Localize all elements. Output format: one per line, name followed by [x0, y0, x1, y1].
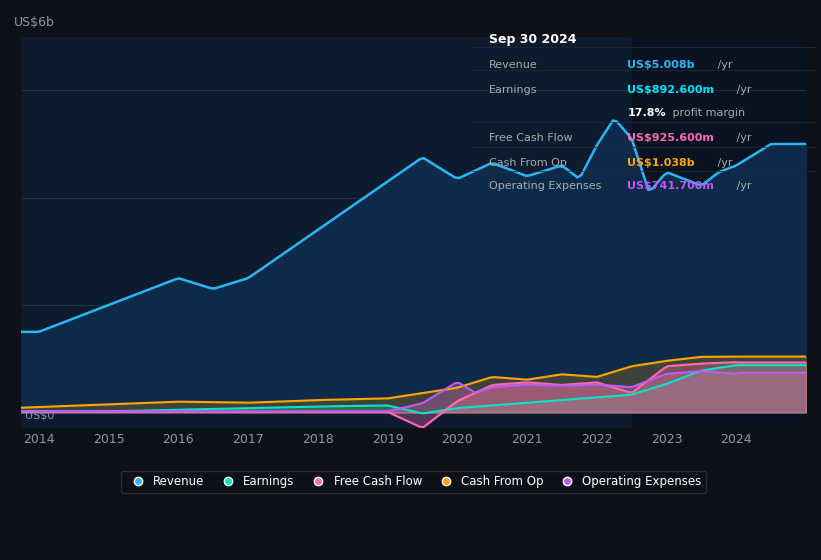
Text: US$5.008b: US$5.008b — [627, 59, 695, 69]
Text: US$1.038b: US$1.038b — [627, 158, 695, 168]
Text: /yr: /yr — [733, 181, 751, 192]
Text: Earnings: Earnings — [489, 85, 538, 95]
Text: /yr: /yr — [714, 59, 733, 69]
Text: US$6b: US$6b — [13, 16, 54, 29]
Text: 17.8%: 17.8% — [627, 108, 666, 118]
Text: Free Cash Flow: Free Cash Flow — [489, 133, 573, 143]
Text: Sep 30 2024: Sep 30 2024 — [489, 32, 577, 46]
Text: /yr: /yr — [733, 85, 751, 95]
Text: US$0: US$0 — [25, 410, 54, 421]
Bar — [631, 36, 806, 428]
Text: Cash From Op: Cash From Op — [489, 158, 567, 168]
Text: /yr: /yr — [733, 133, 751, 143]
Text: US$741.700m: US$741.700m — [627, 181, 714, 192]
Text: Revenue: Revenue — [489, 59, 538, 69]
Text: profit margin: profit margin — [668, 108, 745, 118]
Text: US$925.600m: US$925.600m — [627, 133, 714, 143]
Text: /yr: /yr — [714, 158, 733, 168]
Legend: Revenue, Earnings, Free Cash Flow, Cash From Op, Operating Expenses: Revenue, Earnings, Free Cash Flow, Cash … — [121, 470, 706, 493]
Text: US$892.600m: US$892.600m — [627, 85, 714, 95]
Text: Operating Expenses: Operating Expenses — [489, 181, 602, 192]
